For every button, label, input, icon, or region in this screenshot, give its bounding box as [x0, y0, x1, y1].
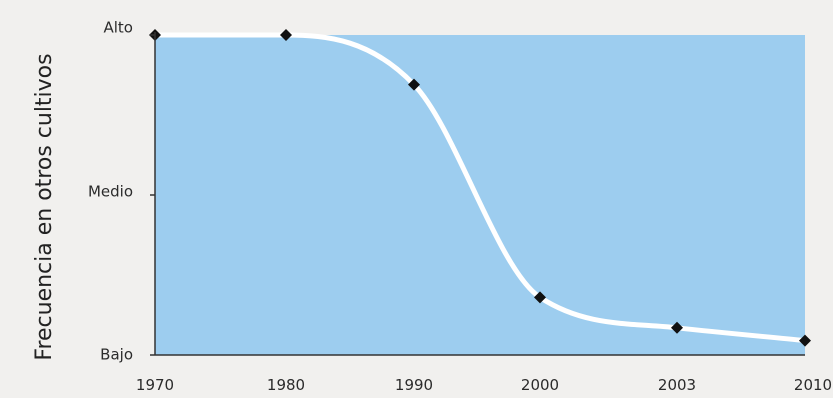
data-point — [408, 78, 420, 91]
x-tick-label: 1980 — [267, 376, 305, 394]
data-point — [280, 29, 292, 41]
data-point — [799, 334, 811, 347]
plot-area-background — [155, 35, 805, 355]
data-point — [671, 321, 683, 334]
x-tick-label: 1970 — [136, 376, 174, 394]
y-ticks: Alto Medio Bajo — [88, 19, 155, 364]
x-tick-label: 2000 — [521, 376, 559, 394]
x-tick-label: 1990 — [395, 376, 433, 394]
data-point — [534, 291, 546, 304]
x-ticks: 1970 1980 1990 2000 2003 2010 — [136, 376, 832, 394]
x-tick-label: 2003 — [658, 376, 696, 394]
x-tick-label: 2010 — [794, 376, 832, 394]
y-tick-label: Bajo — [100, 346, 133, 364]
y-axis-label: Frecuencia en otros cultivos — [32, 53, 57, 360]
y-tick-label: Alto — [104, 19, 134, 37]
y-tick-label: Medio — [88, 183, 133, 201]
